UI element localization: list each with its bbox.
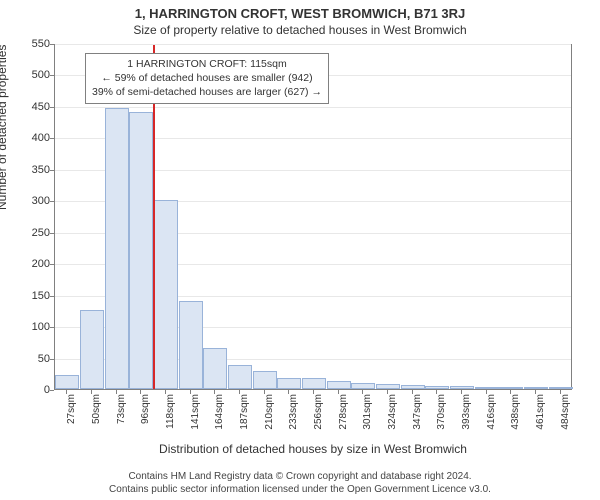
y-tick-label: 350 <box>6 164 50 176</box>
x-axis-label: Distribution of detached houses by size … <box>54 442 572 456</box>
y-tick-label: 100 <box>6 321 50 333</box>
x-tick-label: 141sqm <box>190 394 201 444</box>
y-tick-label: 50 <box>6 353 50 365</box>
annotation-line-2: ← 59% of detached houses are smaller (94… <box>92 71 322 85</box>
x-tick-label: 96sqm <box>140 394 151 444</box>
x-tick-label: 438sqm <box>510 394 521 444</box>
histogram-bar <box>327 381 351 389</box>
x-tick-label: 416sqm <box>486 394 497 444</box>
y-tick-label: 450 <box>6 101 50 113</box>
histogram-bar <box>253 371 277 389</box>
x-tick-label: 50sqm <box>91 394 102 444</box>
y-tick-mark <box>50 75 54 76</box>
chart-subtitle: Size of property relative to detached ho… <box>0 21 600 37</box>
x-tick-label: 27sqm <box>66 394 77 444</box>
grid-line <box>55 107 571 108</box>
y-tick-label: 550 <box>6 38 50 50</box>
y-tick-label: 0 <box>6 384 50 396</box>
x-tick-label: 73sqm <box>116 394 127 444</box>
y-tick-mark <box>50 327 54 328</box>
footer-line-2: Contains public sector information licen… <box>0 483 600 496</box>
histogram-bar <box>129 112 153 389</box>
y-tick-label: 300 <box>6 195 50 207</box>
histogram-bar <box>475 387 499 389</box>
x-tick-label: 461sqm <box>535 394 546 444</box>
histogram-bar <box>425 386 449 389</box>
x-tick-label: 118sqm <box>165 394 176 444</box>
y-tick-mark <box>50 264 54 265</box>
histogram-bar <box>351 383 375 389</box>
chart-title: 1, HARRINGTON CROFT, WEST BROMWICH, B71 … <box>0 0 600 21</box>
grid-line <box>55 44 571 45</box>
x-tick-label: 210sqm <box>264 394 275 444</box>
y-tick-mark <box>50 44 54 45</box>
x-tick-label: 324sqm <box>387 394 398 444</box>
annotation-line-3: 39% of semi-detached houses are larger (… <box>92 85 322 99</box>
footer-line-1: Contains HM Land Registry data © Crown c… <box>0 470 600 483</box>
x-tick-label: 347sqm <box>412 394 423 444</box>
chart-footer: Contains HM Land Registry data © Crown c… <box>0 470 600 496</box>
histogram-bar <box>228 365 252 389</box>
histogram-bar <box>450 386 474 389</box>
plot-area: 1 HARRINGTON CROFT: 115sqm← 59% of detac… <box>54 44 572 390</box>
histogram-bar <box>549 387 573 389</box>
histogram-bar <box>277 378 301 389</box>
histogram-bar <box>179 301 203 389</box>
y-tick-mark <box>50 107 54 108</box>
y-tick-mark <box>50 296 54 297</box>
histogram-bar <box>376 384 400 389</box>
histogram-bar <box>80 310 104 389</box>
histogram-bar <box>55 375 79 389</box>
y-tick-mark <box>50 138 54 139</box>
x-tick-label: 187sqm <box>239 394 250 444</box>
x-tick-label: 164sqm <box>214 394 225 444</box>
y-tick-label: 200 <box>6 258 50 270</box>
x-tick-label: 256sqm <box>313 394 324 444</box>
histogram-bar <box>154 200 178 389</box>
y-tick-label: 400 <box>6 132 50 144</box>
y-tick-mark <box>50 390 54 391</box>
histogram-bar <box>105 108 129 389</box>
y-tick-mark <box>50 233 54 234</box>
chart-container: 1, HARRINGTON CROFT, WEST BROMWICH, B71 … <box>0 0 600 500</box>
x-tick-label: 393sqm <box>461 394 472 444</box>
histogram-bar <box>401 385 425 389</box>
histogram-bar <box>499 387 523 389</box>
y-tick-label: 250 <box>6 227 50 239</box>
x-tick-label: 233sqm <box>288 394 299 444</box>
y-tick-label: 150 <box>6 290 50 302</box>
annotation-line-1: 1 HARRINGTON CROFT: 115sqm <box>92 57 322 71</box>
x-tick-label: 484sqm <box>560 394 571 444</box>
x-tick-label: 370sqm <box>436 394 447 444</box>
annotation-box: 1 HARRINGTON CROFT: 115sqm← 59% of detac… <box>85 53 329 104</box>
x-tick-label: 278sqm <box>338 394 349 444</box>
histogram-bar <box>302 378 326 389</box>
histogram-bar <box>203 348 227 389</box>
histogram-bar <box>524 387 548 389</box>
y-tick-mark <box>50 201 54 202</box>
y-tick-mark <box>50 359 54 360</box>
y-tick-mark <box>50 170 54 171</box>
x-tick-label: 301sqm <box>362 394 373 444</box>
y-tick-label: 500 <box>6 69 50 81</box>
